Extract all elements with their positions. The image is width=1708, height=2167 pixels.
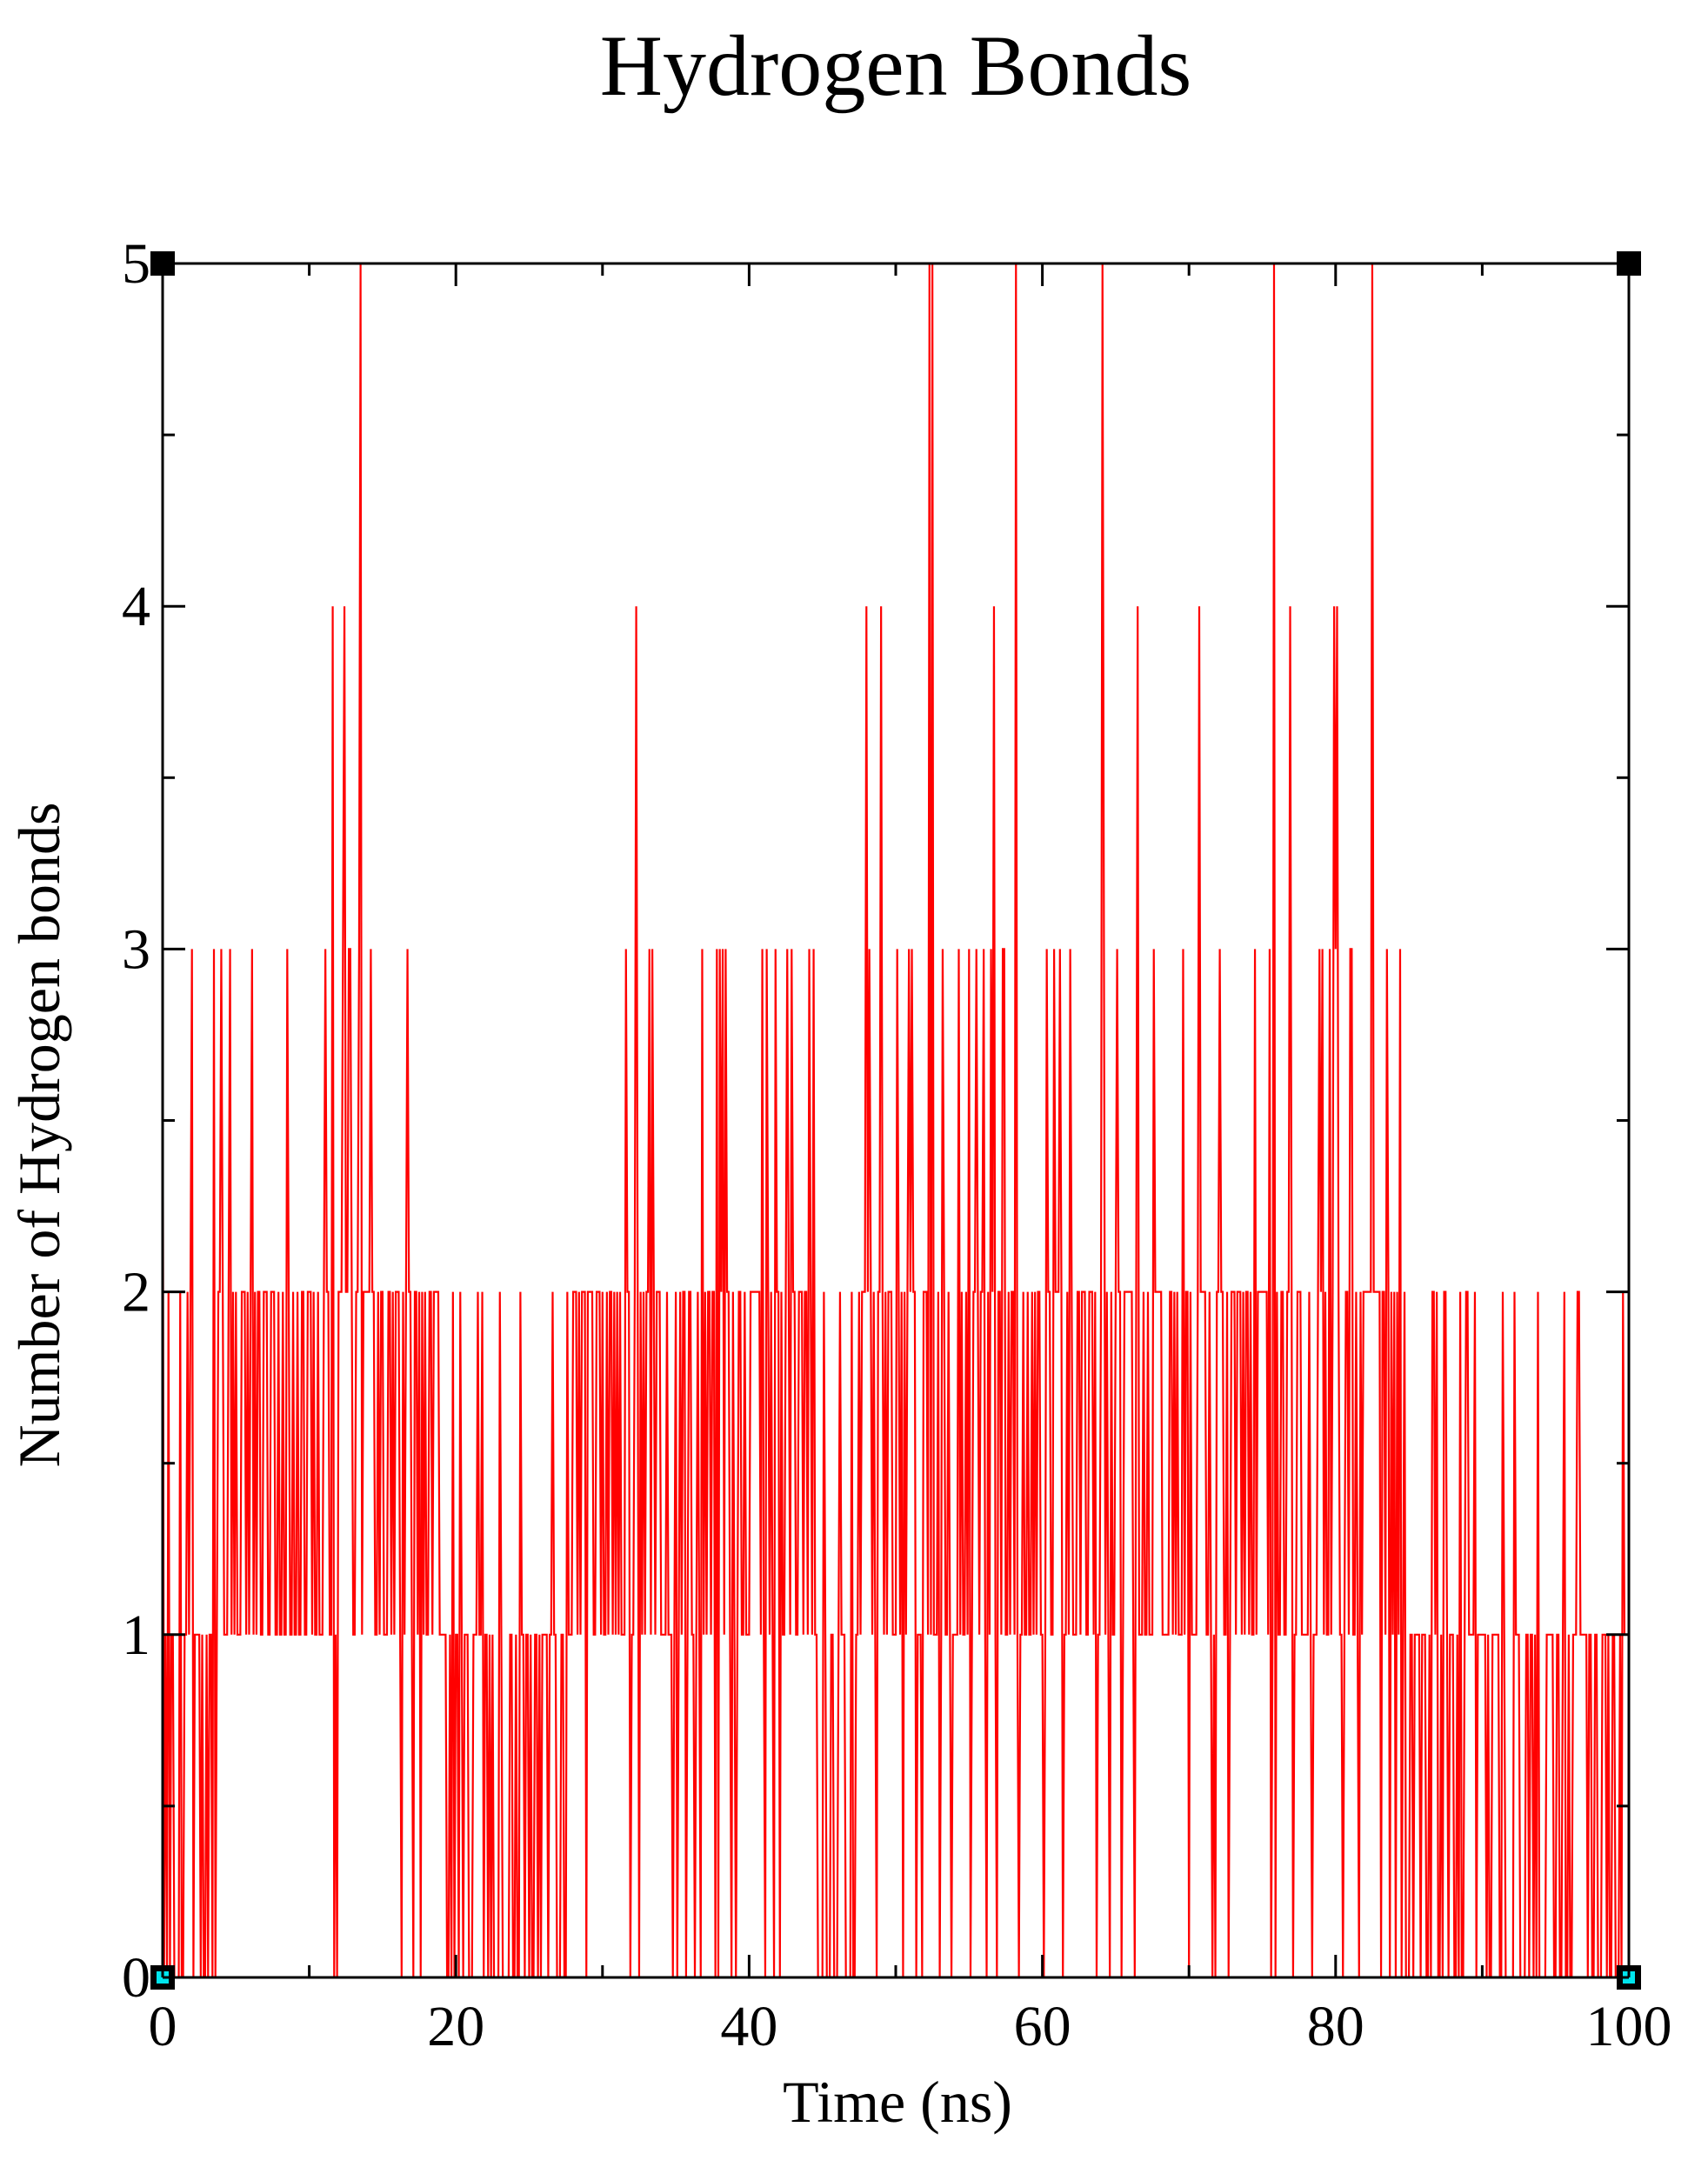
y-tick-label: 4	[122, 575, 150, 638]
y-tick-label: 0	[122, 1946, 150, 2010]
plot-frame	[161, 262, 1631, 1979]
x-tick-label: 40	[720, 1995, 777, 2058]
x-tick-label: 20	[427, 1995, 484, 2058]
y-tick-label: 2	[122, 1261, 150, 1324]
tick-labels: 0 20 40 60 80 100 0 1 2 3 4 5	[122, 232, 1672, 2058]
chart-title: Hydrogen Bonds	[599, 17, 1192, 114]
series-line-hbonds	[161, 263, 1629, 1979]
y-tick-label: 3	[122, 917, 150, 981]
x-tick-label: 60	[1014, 1995, 1071, 2058]
y-tick-label: 1	[122, 1604, 150, 1667]
x-tick-label: 0	[149, 1995, 177, 2058]
x-tick-label: 80	[1307, 1995, 1364, 2058]
tick-marks	[161, 262, 1631, 1979]
x-tick-label: 100	[1586, 1995, 1672, 2058]
axes	[150, 251, 1641, 1990]
y-axis-label: Number of Hydrogen bonds	[6, 803, 72, 1468]
x-axis-label: Time (ns)	[783, 2069, 1012, 2135]
series-hbonds	[161, 263, 1629, 1979]
y-tick-label: 5	[122, 232, 150, 296]
